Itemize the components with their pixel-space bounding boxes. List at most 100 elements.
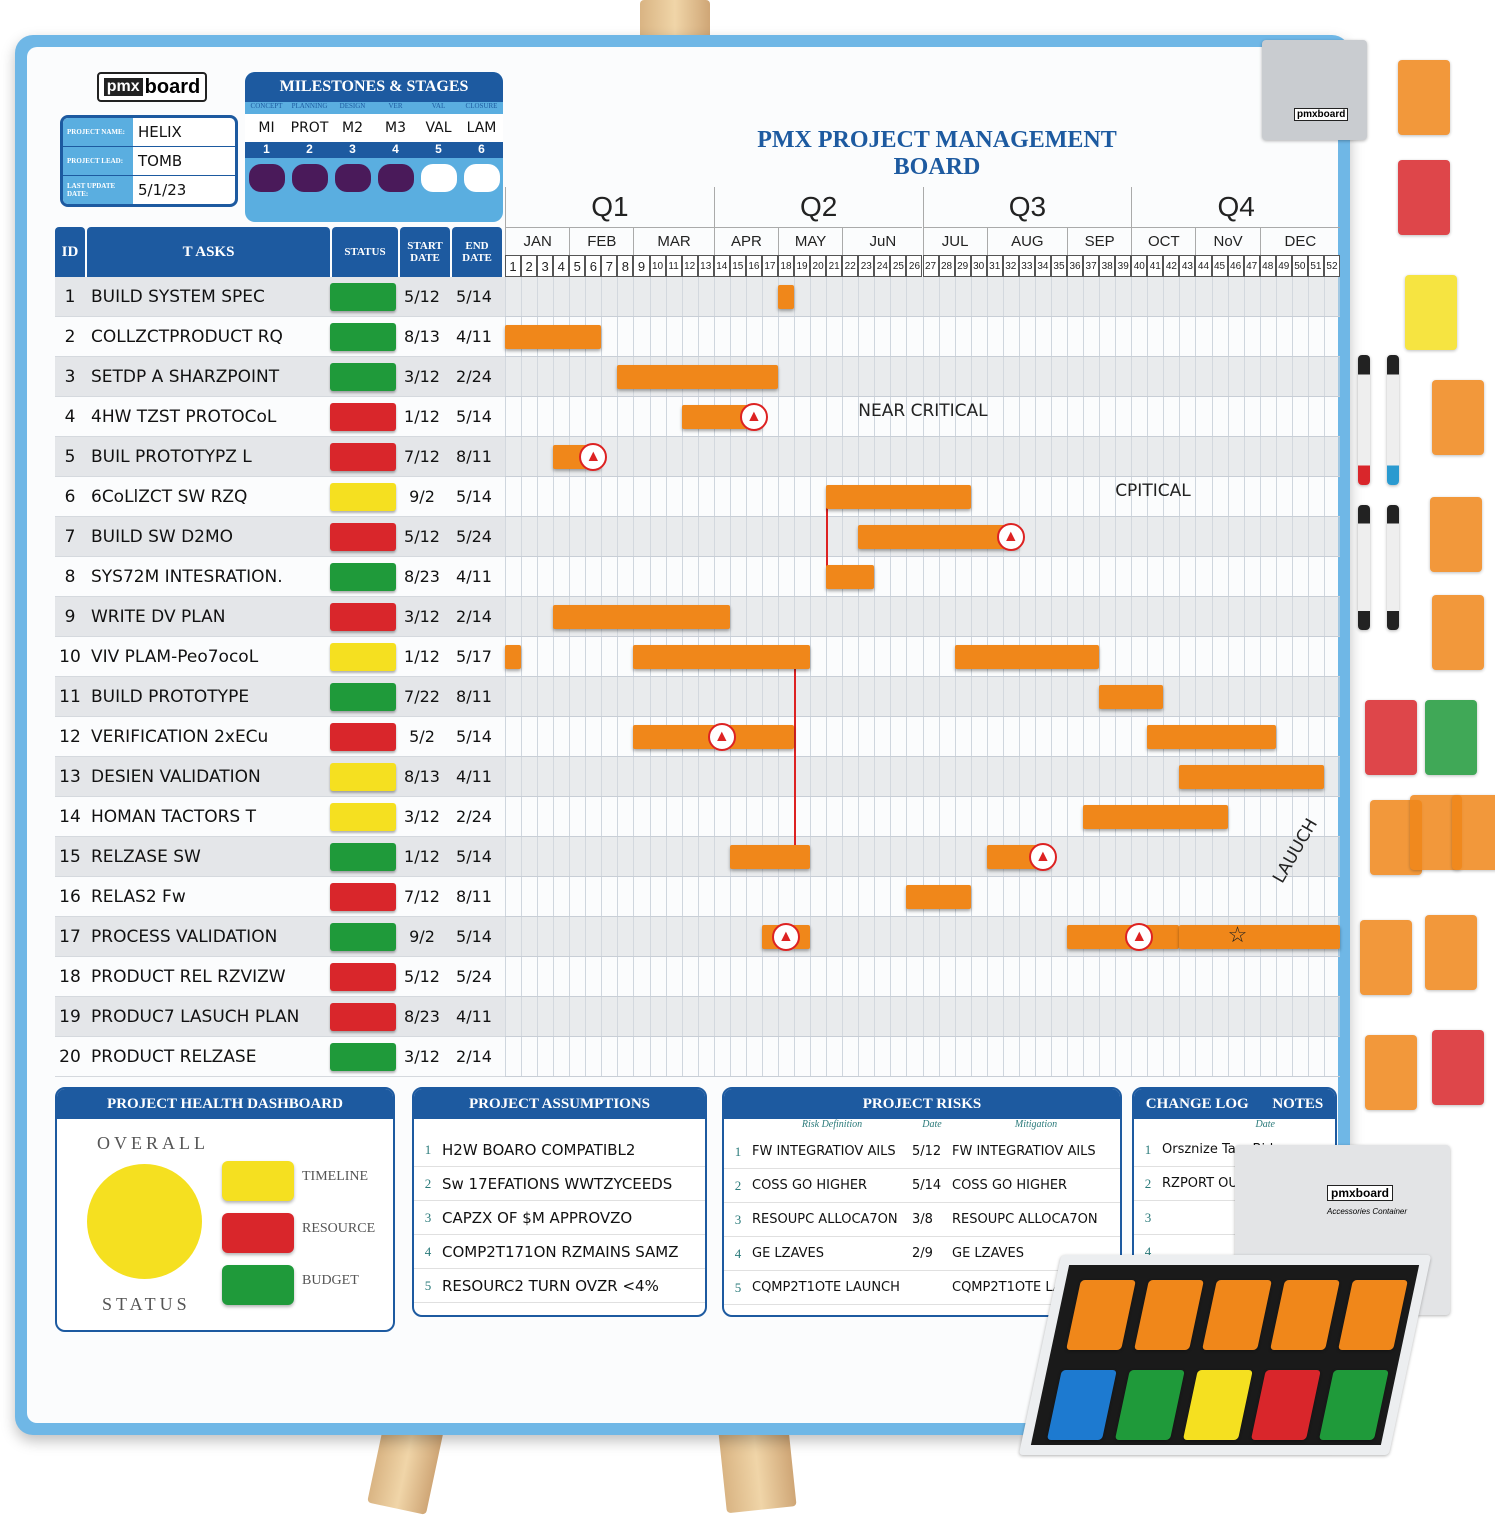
milestone-magnet[interactable] <box>463 164 500 192</box>
milestone-warning-icon[interactable]: ▲ <box>707 723 736 751</box>
milestone-magnet[interactable] <box>334 164 371 192</box>
milestone-warning-icon[interactable]: ▲ <box>739 403 768 431</box>
status-magnet-green[interactable] <box>330 562 396 591</box>
health-magnet-timeline[interactable] <box>222 1161 294 1201</box>
project-info-value[interactable]: HELIX <box>138 123 182 141</box>
task-bar[interactable] <box>505 325 602 349</box>
status-magnet-red[interactable] <box>330 602 396 631</box>
status-magnet-green[interactable] <box>330 322 396 351</box>
task-name[interactable]: PRODUCT RELZASE <box>91 1046 257 1067</box>
status-magnet-green[interactable] <box>330 282 396 311</box>
milestone-magnet[interactable] <box>248 164 285 192</box>
dry-erase-marker[interactable] <box>1358 355 1370 485</box>
task-bar[interactable] <box>826 485 971 509</box>
dry-erase-marker[interactable] <box>1387 505 1399 630</box>
assumption-text[interactable]: CAPZX OF $M APPROVZO <box>442 1208 633 1227</box>
status-magnet-red[interactable] <box>330 962 396 991</box>
task-bar[interactable] <box>777 285 795 309</box>
milestone-warning-icon[interactable]: ▲ <box>771 923 800 951</box>
task-name[interactable]: BUILD SW D2MO <box>91 526 234 547</box>
status-magnet-red[interactable] <box>330 882 396 911</box>
risk-date[interactable]: 2/9 <box>912 1246 933 1261</box>
task-name[interactable]: 4HW TZST PROTOCoL <box>91 406 277 427</box>
task-name[interactable]: BUILD PROTOTYPE <box>91 686 250 707</box>
status-magnet-green[interactable] <box>330 842 396 871</box>
task-name[interactable]: 6CoLlZCT SW RZQ <box>91 486 248 507</box>
status-magnet-yellow[interactable] <box>330 482 396 511</box>
task-name[interactable]: HOMAN TACTORS T <box>91 806 257 827</box>
task-bar[interactable] <box>633 645 811 669</box>
risk-definition[interactable]: GE LZAVES <box>752 1246 824 1261</box>
milestone-magnet[interactable] <box>377 164 414 192</box>
task-name[interactable]: SETDP A SHARZPOINT <box>91 366 280 387</box>
task-bar[interactable] <box>617 365 778 389</box>
risk-definition[interactable]: CQMP2T1OTE LAUNCH <box>752 1280 900 1295</box>
project-info-value[interactable]: TOMB <box>138 152 183 170</box>
task-name[interactable]: BUILD SYSTEM SPEC <box>91 286 265 307</box>
status-magnet-green[interactable] <box>330 1042 396 1071</box>
risk-mitigation[interactable]: FW INTEGRATIOV AILS <box>952 1144 1096 1159</box>
task-name[interactable]: VIV PLAM-Peo7ocoL <box>91 646 259 667</box>
task-bar[interactable] <box>1179 765 1324 789</box>
task-bar[interactable] <box>1099 685 1164 709</box>
task-name[interactable]: COLLZCTPRODUCT RQ <box>91 326 283 347</box>
task-bar[interactable] <box>1147 725 1276 749</box>
task-name[interactable]: VERIFICATION 2xECu <box>91 726 269 747</box>
risk-definition[interactable]: RESOUPC ALLOCA7ON <box>752 1212 898 1227</box>
risk-mitigation[interactable]: RESOUPC ALLOCA7ON <box>952 1212 1098 1227</box>
task-name[interactable]: BUIL PROTOTYPZ L <box>91 446 252 467</box>
status-magnet-red[interactable] <box>330 1002 396 1031</box>
assumption-text[interactable]: H2W BOARO COMPATIBL2 <box>442 1140 636 1159</box>
task-bar[interactable] <box>505 645 522 669</box>
task-bar[interactable] <box>729 845 811 869</box>
milestone-warning-icon[interactable]: ▲ <box>996 523 1025 551</box>
task-name[interactable]: RELAS2 Fw <box>91 886 186 907</box>
status-magnet-red[interactable] <box>330 722 396 751</box>
status-magnet-red[interactable] <box>330 442 396 471</box>
project-info-value[interactable]: 5/1/23 <box>138 181 187 199</box>
assumption-text[interactable]: COMP2T171ON RZMAINS SAMZ <box>442 1242 679 1261</box>
task-name[interactable]: PRODUC7 LASUCH PLAN <box>91 1006 300 1027</box>
health-magnet-resource[interactable] <box>222 1213 294 1253</box>
risk-definition[interactable]: COSS GO HIGHER <box>752 1178 868 1193</box>
status-magnet-green[interactable] <box>330 362 396 391</box>
risk-date[interactable]: 3/8 <box>912 1212 933 1227</box>
status-magnet-green[interactable] <box>330 922 396 951</box>
status-magnet-yellow[interactable] <box>330 762 396 791</box>
task-bar[interactable] <box>906 885 971 909</box>
eraser[interactable]: pmxboard <box>1262 40 1367 140</box>
task-name[interactable]: WRITE DV PLAN <box>91 606 226 627</box>
task-bar[interactable] <box>553 605 730 629</box>
assumption-text[interactable]: RESOURC2 TURN OVZR <4% <box>442 1276 659 1295</box>
status-magnet-green[interactable] <box>330 682 396 711</box>
task-name[interactable]: DESIEN VALIDATION <box>91 766 261 787</box>
status-magnet-red[interactable] <box>330 522 396 551</box>
status-magnet-red[interactable] <box>330 402 396 431</box>
risk-date[interactable]: 5/12 <box>912 1144 942 1159</box>
task-name[interactable]: RELZASE SW <box>91 846 201 867</box>
milestone-magnet[interactable] <box>291 164 328 192</box>
task-bar[interactable] <box>826 565 875 589</box>
task-name[interactable]: SYS72M INTESRATION. <box>91 566 283 587</box>
milestone-warning-icon[interactable]: ▲ <box>1028 843 1057 871</box>
status-magnet-yellow[interactable] <box>330 642 396 671</box>
risk-mitigation[interactable]: COSS GO HIGHER <box>952 1178 1068 1193</box>
dry-erase-marker[interactable] <box>1387 355 1399 485</box>
milestone-warning-icon[interactable]: ▲ <box>579 443 608 471</box>
task-bar[interactable] <box>858 525 1019 549</box>
task-bar[interactable] <box>1067 925 1180 949</box>
task-name[interactable]: PROCESS VALIDATION <box>91 926 278 947</box>
task-name[interactable]: PRODUCT REL RZVIZW <box>91 966 286 987</box>
dry-erase-marker[interactable] <box>1358 505 1370 630</box>
task-bar[interactable] <box>1083 805 1228 829</box>
risk-definition[interactable]: FW INTEGRATIOV AILS <box>752 1144 896 1159</box>
task-bar[interactable] <box>1179 925 1340 949</box>
status-magnet-yellow[interactable] <box>330 802 396 831</box>
health-magnet-budget[interactable] <box>222 1265 294 1305</box>
milestone-magnet[interactable] <box>420 164 457 192</box>
milestone-warning-icon[interactable]: ▲ <box>1125 923 1154 951</box>
assumption-text[interactable]: Sw 17EFATIONS WWTZYCEEDS <box>442 1174 673 1193</box>
risk-date[interactable]: 5/14 <box>912 1178 942 1193</box>
overall-status-magnet[interactable] <box>87 1164 202 1279</box>
task-bar[interactable] <box>954 645 1100 669</box>
